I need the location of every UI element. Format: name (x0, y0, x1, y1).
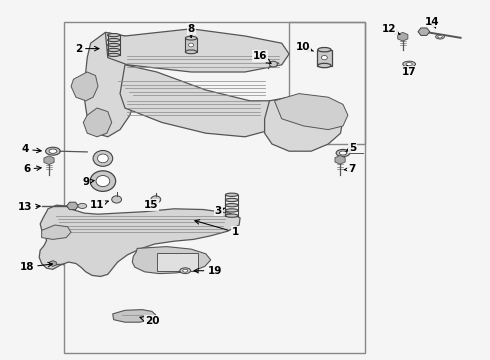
Ellipse shape (318, 48, 331, 52)
Ellipse shape (225, 203, 238, 207)
Ellipse shape (183, 269, 188, 272)
Text: 18: 18 (20, 262, 52, 272)
Ellipse shape (78, 203, 87, 208)
Text: 2: 2 (75, 44, 99, 54)
Text: 6: 6 (24, 164, 41, 174)
Ellipse shape (46, 147, 60, 155)
Ellipse shape (108, 33, 120, 37)
Ellipse shape (225, 193, 238, 197)
Polygon shape (274, 94, 348, 130)
Text: 11: 11 (90, 200, 108, 210)
Ellipse shape (225, 209, 238, 212)
Text: 9: 9 (82, 177, 94, 187)
Text: 20: 20 (140, 316, 159, 326)
Ellipse shape (189, 43, 194, 47)
Text: 3: 3 (215, 206, 225, 216)
Text: 16: 16 (252, 51, 271, 63)
Bar (289, 22, 365, 144)
Bar (157, 253, 198, 271)
Text: 19: 19 (194, 266, 222, 276)
Bar (317, 50, 332, 66)
Ellipse shape (225, 198, 238, 202)
Ellipse shape (438, 35, 442, 38)
Polygon shape (71, 72, 98, 101)
Text: 7: 7 (344, 164, 356, 174)
Ellipse shape (90, 171, 116, 192)
Ellipse shape (436, 34, 444, 39)
Text: 1: 1 (195, 220, 239, 237)
Ellipse shape (225, 214, 238, 217)
Polygon shape (265, 97, 343, 151)
Text: 8: 8 (188, 24, 195, 37)
Text: 14: 14 (425, 17, 440, 28)
Ellipse shape (185, 36, 197, 40)
Text: 4: 4 (22, 144, 41, 154)
Ellipse shape (336, 149, 350, 157)
Polygon shape (120, 65, 282, 137)
Bar (185, 38, 197, 52)
Polygon shape (42, 225, 71, 239)
Ellipse shape (93, 150, 113, 166)
Ellipse shape (180, 268, 191, 274)
Polygon shape (39, 205, 240, 276)
Ellipse shape (339, 151, 346, 155)
Ellipse shape (108, 48, 120, 51)
Polygon shape (83, 32, 135, 137)
Circle shape (151, 196, 161, 203)
Ellipse shape (108, 44, 120, 46)
Text: 17: 17 (402, 66, 416, 77)
Text: 5: 5 (346, 143, 356, 153)
Circle shape (112, 196, 122, 203)
Text: 10: 10 (295, 42, 314, 52)
Ellipse shape (108, 39, 120, 42)
Polygon shape (113, 310, 156, 322)
Ellipse shape (49, 149, 57, 153)
Text: 13: 13 (18, 202, 40, 212)
Ellipse shape (321, 55, 327, 60)
Ellipse shape (108, 53, 120, 57)
Bar (64, 22, 365, 353)
Ellipse shape (318, 63, 331, 68)
Polygon shape (83, 108, 112, 137)
Ellipse shape (406, 63, 413, 66)
Polygon shape (132, 247, 211, 274)
Text: 12: 12 (382, 24, 400, 35)
Ellipse shape (185, 50, 197, 54)
Circle shape (270, 61, 277, 67)
Ellipse shape (96, 176, 110, 186)
Text: 15: 15 (144, 200, 158, 210)
Ellipse shape (98, 154, 108, 163)
Polygon shape (105, 29, 289, 72)
Ellipse shape (403, 61, 416, 67)
